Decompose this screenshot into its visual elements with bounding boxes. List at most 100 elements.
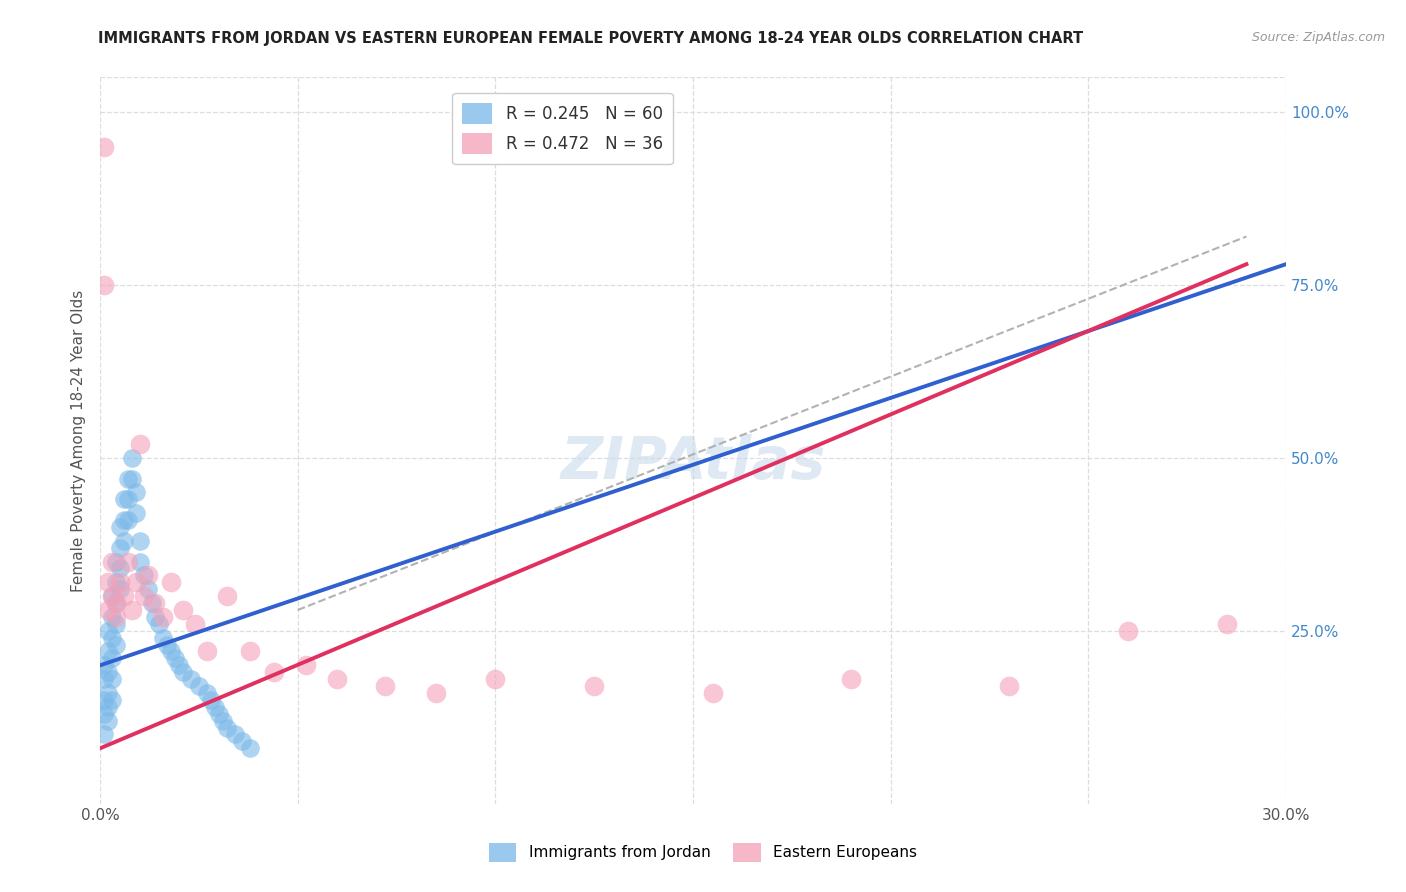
Point — [97, 575, 120, 590]
Legend: R = 0.245   N = 60, R = 0.472   N = 36: R = 0.245 N = 60, R = 0.472 N = 36 — [453, 93, 673, 164]
Point — [121, 450, 143, 465]
Point — [97, 699, 120, 714]
Point — [583, 679, 606, 693]
Point — [215, 589, 238, 603]
Point — [97, 603, 120, 617]
Point — [108, 575, 131, 590]
Point — [484, 672, 506, 686]
Point — [172, 603, 194, 617]
Legend: Immigrants from Jordan, Eastern Europeans: Immigrants from Jordan, Eastern European… — [482, 837, 924, 868]
Point — [195, 644, 218, 658]
Point — [374, 679, 396, 693]
Point — [180, 672, 202, 686]
Point — [93, 727, 115, 741]
Text: ZIPAtlas: ZIPAtlas — [561, 434, 825, 491]
Point — [104, 575, 127, 590]
Point — [200, 693, 222, 707]
Point — [93, 658, 115, 673]
Point — [211, 714, 233, 728]
Point — [93, 139, 115, 153]
Point — [160, 644, 183, 658]
Point — [128, 555, 150, 569]
Point — [97, 644, 120, 658]
Point — [128, 437, 150, 451]
Point — [132, 589, 155, 603]
Point — [104, 610, 127, 624]
Point — [204, 699, 226, 714]
Point — [125, 506, 148, 520]
Point — [152, 631, 174, 645]
Point — [108, 582, 131, 597]
Point — [208, 706, 231, 721]
Point — [1116, 624, 1139, 638]
Point — [97, 686, 120, 700]
Point — [108, 541, 131, 555]
Point — [121, 603, 143, 617]
Point — [101, 555, 124, 569]
Point — [187, 679, 209, 693]
Point — [104, 596, 127, 610]
Point — [263, 665, 285, 680]
Point — [125, 485, 148, 500]
Point — [97, 665, 120, 680]
Point — [998, 679, 1021, 693]
Point — [294, 658, 316, 673]
Point — [215, 721, 238, 735]
Point — [101, 610, 124, 624]
Point — [117, 555, 139, 569]
Point — [112, 492, 135, 507]
Point — [167, 658, 190, 673]
Point — [172, 665, 194, 680]
Point — [97, 714, 120, 728]
Point — [136, 568, 159, 582]
Point — [121, 472, 143, 486]
Point — [101, 631, 124, 645]
Point — [97, 624, 120, 638]
Point — [101, 589, 124, 603]
Point — [839, 672, 862, 686]
Point — [1215, 616, 1237, 631]
Text: Source: ZipAtlas.com: Source: ZipAtlas.com — [1251, 31, 1385, 45]
Point — [93, 672, 115, 686]
Point — [108, 520, 131, 534]
Point — [101, 672, 124, 686]
Point — [93, 693, 115, 707]
Point — [195, 686, 218, 700]
Point — [117, 492, 139, 507]
Point — [156, 638, 179, 652]
Point — [93, 706, 115, 721]
Point — [112, 589, 135, 603]
Point — [152, 610, 174, 624]
Point — [165, 651, 187, 665]
Point — [112, 533, 135, 548]
Point — [108, 561, 131, 575]
Point — [231, 734, 253, 748]
Point — [136, 582, 159, 597]
Point — [112, 513, 135, 527]
Point — [104, 616, 127, 631]
Y-axis label: Female Poverty Among 18-24 Year Olds: Female Poverty Among 18-24 Year Olds — [72, 289, 86, 591]
Point — [125, 575, 148, 590]
Point — [148, 616, 170, 631]
Point — [93, 277, 115, 292]
Point — [104, 555, 127, 569]
Point — [128, 533, 150, 548]
Point — [702, 686, 724, 700]
Point — [160, 575, 183, 590]
Point — [239, 741, 262, 756]
Point — [145, 610, 167, 624]
Point — [239, 644, 262, 658]
Point — [425, 686, 447, 700]
Point — [145, 596, 167, 610]
Point — [104, 596, 127, 610]
Point — [104, 638, 127, 652]
Point — [132, 568, 155, 582]
Point — [326, 672, 349, 686]
Point — [101, 651, 124, 665]
Point — [141, 596, 163, 610]
Point — [117, 472, 139, 486]
Text: IMMIGRANTS FROM JORDAN VS EASTERN EUROPEAN FEMALE POVERTY AMONG 18-24 YEAR OLDS : IMMIGRANTS FROM JORDAN VS EASTERN EUROPE… — [98, 31, 1083, 46]
Point — [101, 693, 124, 707]
Point — [117, 513, 139, 527]
Point — [101, 589, 124, 603]
